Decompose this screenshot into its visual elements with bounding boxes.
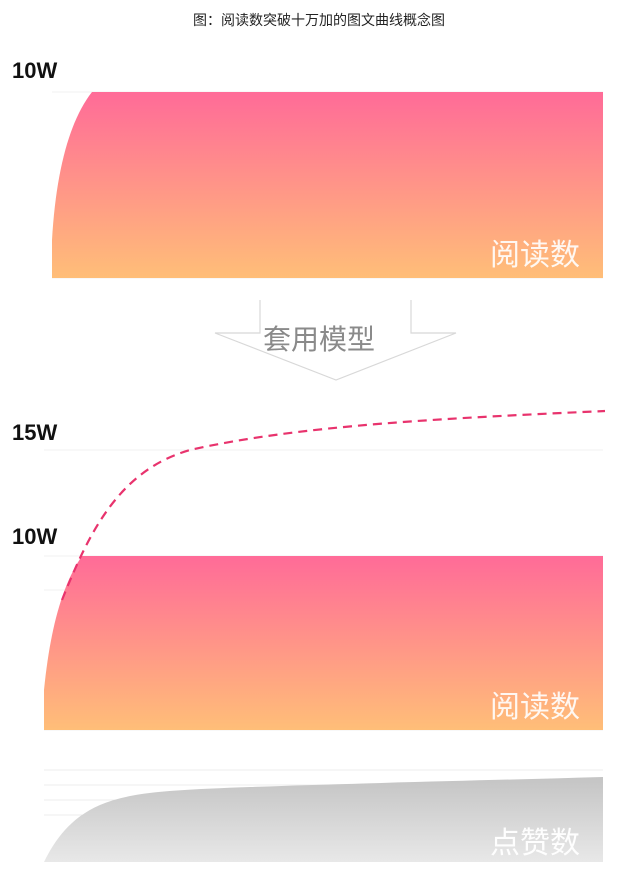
projected-dashed-curve [60, 409, 606, 601]
likes-area [44, 777, 603, 862]
bottom-area-label: 阅读数 [490, 691, 580, 724]
top-y-label-10w: 10W [12, 58, 58, 83]
bottom-y-label-10w: 10W [12, 524, 58, 549]
transition-arrow [214, 300, 457, 381]
bottom-reading-area [44, 556, 603, 730]
transition-label: 套用模型 [262, 324, 375, 355]
likes-area-label: 点赞数 [490, 827, 580, 860]
figure-caption: 图：阅读数突破十万加的图文曲线概念图 [193, 12, 445, 28]
top-reading-area [52, 92, 603, 278]
top-area-label: 阅读数 [490, 239, 580, 272]
bottom-y-label-15w: 15W [12, 420, 58, 445]
